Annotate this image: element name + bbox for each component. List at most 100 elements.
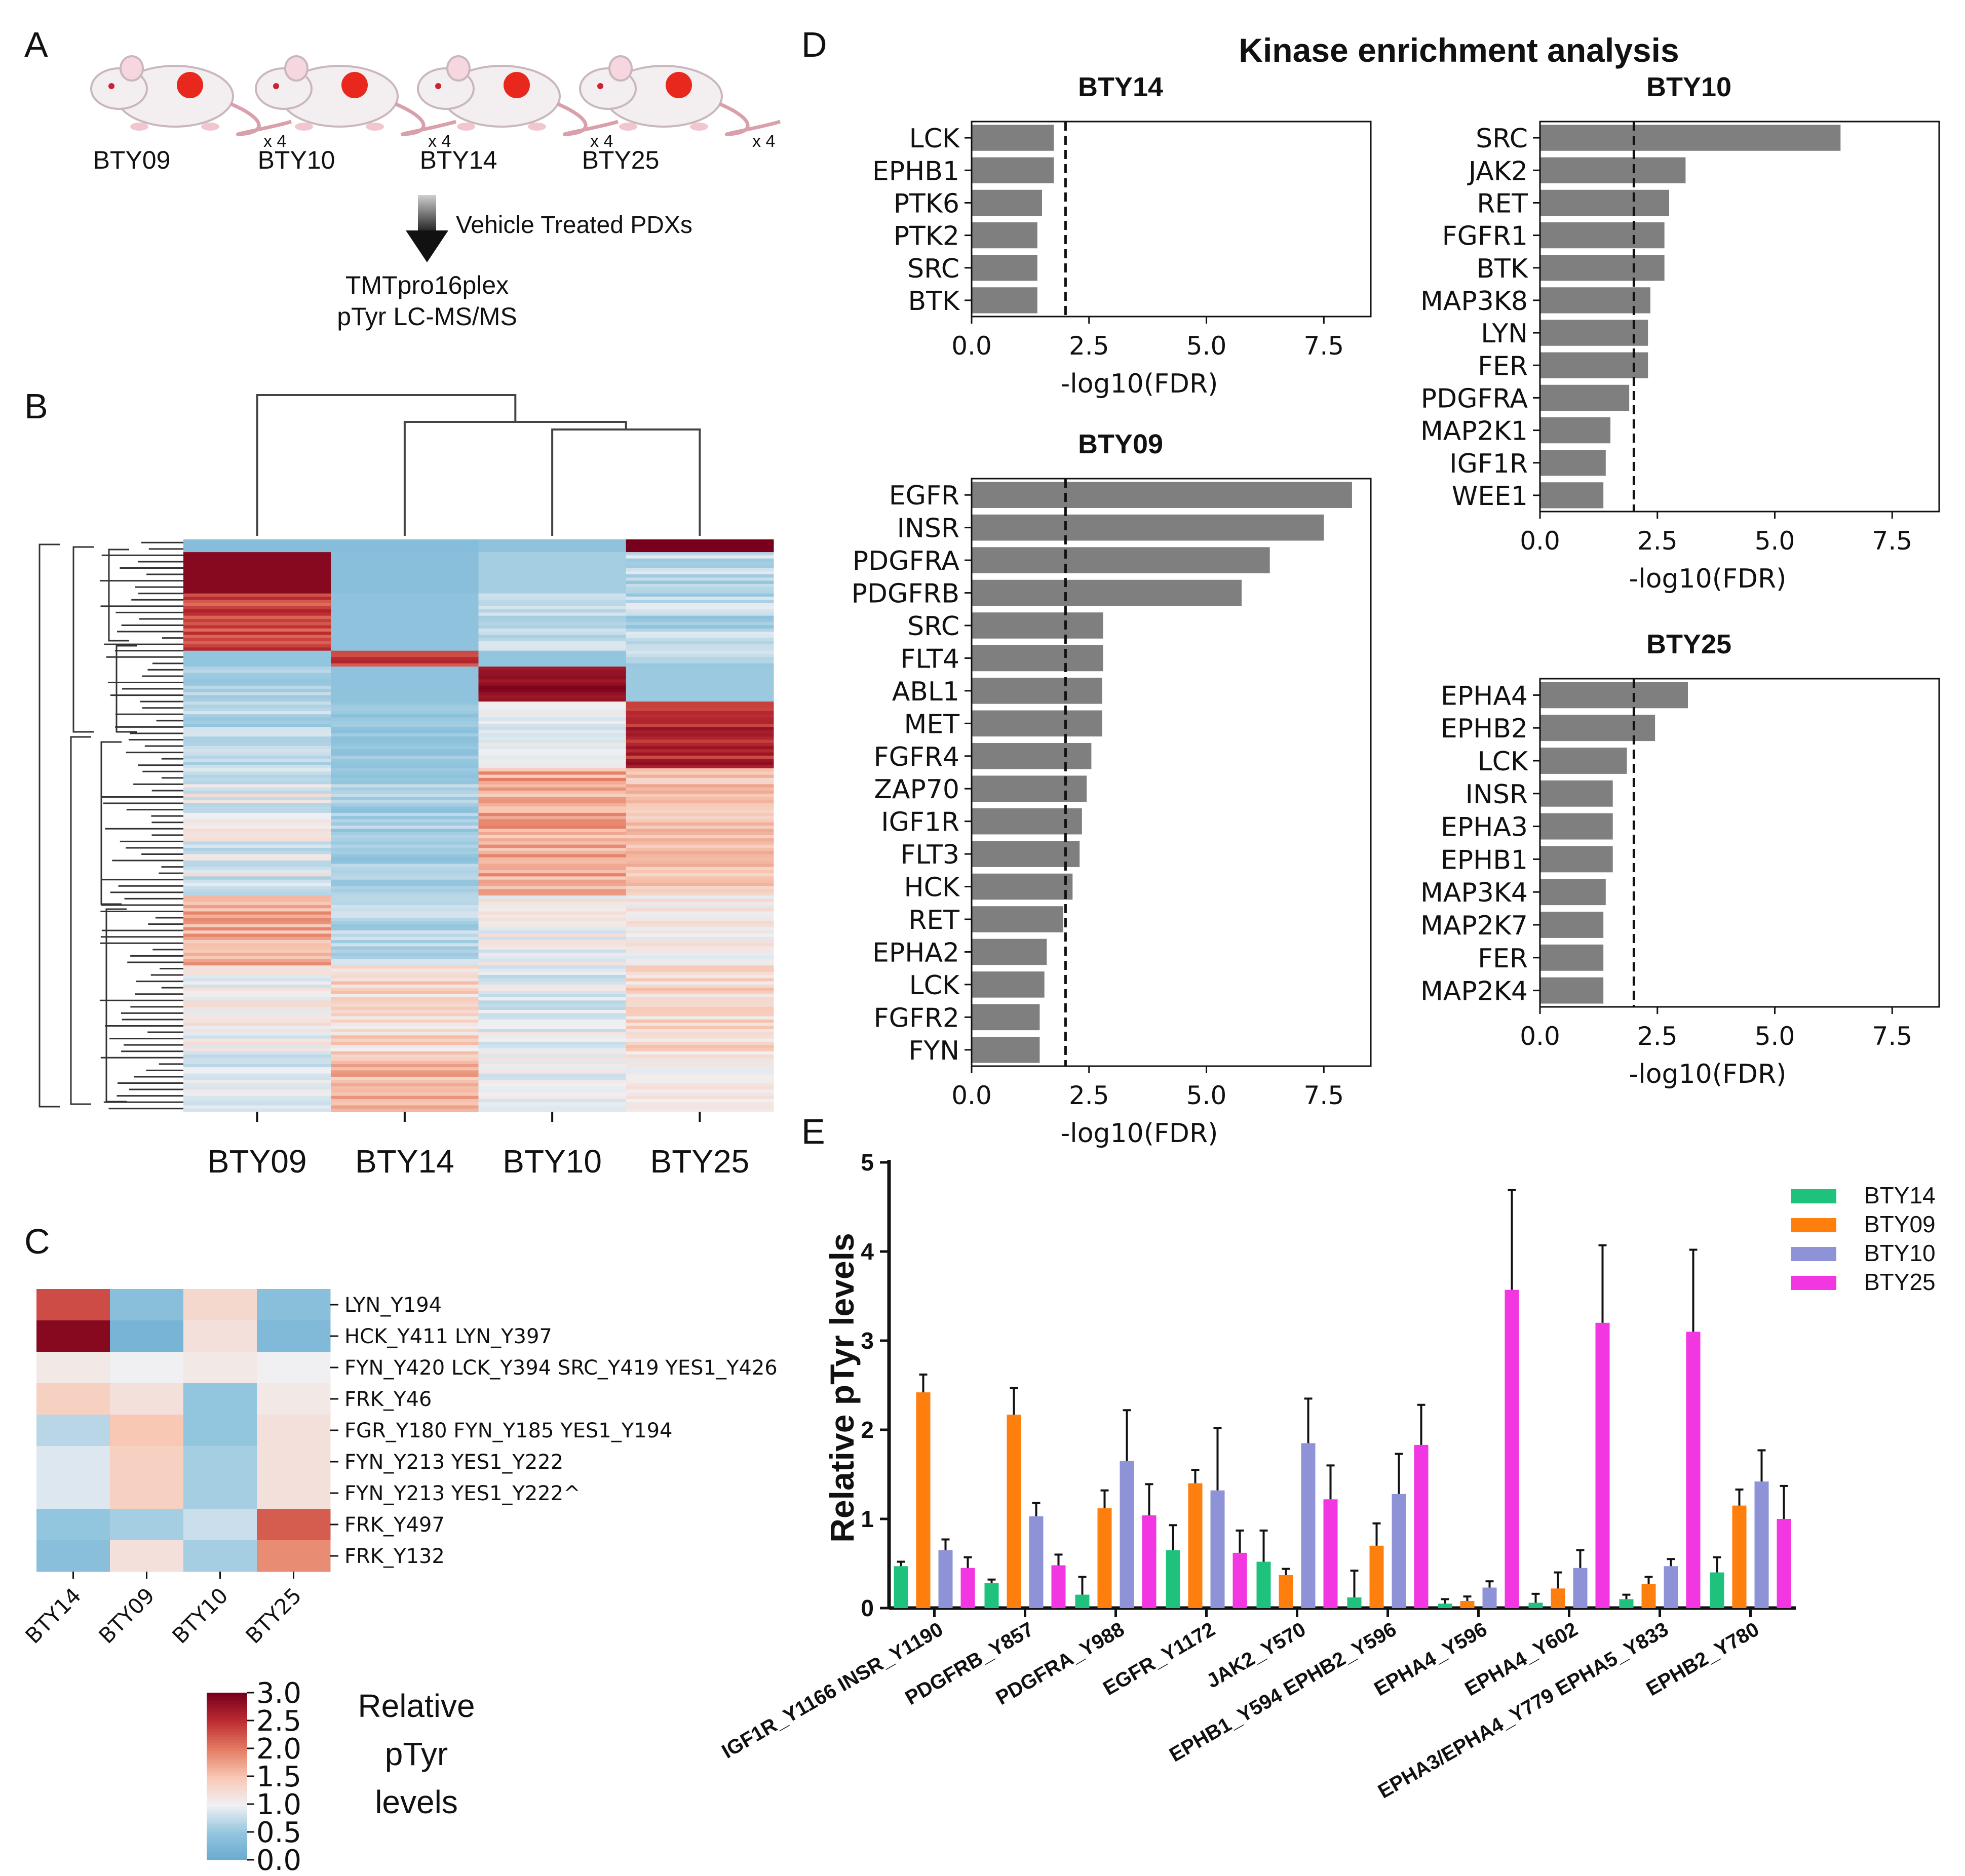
heatmap-cell [331,981,479,985]
colorbar-segment [207,1734,247,1738]
heatmap-cell [626,1058,774,1062]
heatmap-cell [478,857,627,861]
heatmap-cell [331,857,479,861]
heatmap-cell [331,940,479,944]
heatmap-cell [626,593,774,597]
heatmap-cell [626,886,774,890]
legend-label: BTY09 [1864,1211,1936,1237]
kea-bar [1540,846,1613,873]
mouse-label: BTY25 [582,146,660,174]
heatmap-cell [331,968,479,972]
heatmap-cell [626,1067,774,1071]
heatmap-cell [183,590,331,594]
heatmap-cell [183,892,331,896]
heatmap-cell [478,545,627,550]
kinase-label: PDGFRA [853,546,960,576]
heatmap-cell [331,943,479,947]
colorbar-segment [207,1776,247,1780]
heatmap-cell [331,1048,479,1052]
data-bar [1279,1575,1293,1608]
colorbar-segment [207,1754,247,1757]
heatmap-cell [331,946,479,950]
heatmap-cell [331,692,479,696]
kinase-label: EPHB1 [1441,845,1528,875]
heatmap-cell [331,832,479,836]
heatmap-cell [331,679,479,683]
kinase-label: FLT4 [900,644,959,674]
data-bar [1710,1572,1724,1608]
heatmap-cell [478,606,627,610]
colorbar-segment [207,1765,247,1769]
heatmap-cell [183,1102,331,1106]
heatmap-cell [331,730,479,734]
heatmap-cell [478,632,627,635]
heatmap-cell [626,577,774,581]
heatmap-cell [626,971,774,975]
heatmap-cell [478,561,627,565]
heatmap-cell [626,1013,774,1017]
mouse-foot [619,123,637,131]
column-label: BTY10 [503,1143,602,1180]
mouse-tail [718,102,781,136]
arrow-label: Vehicle Treated PDXs [456,212,692,239]
x-tick-label: 7.5 [1872,1022,1913,1051]
heatmap-cell [626,676,774,680]
x-tick-label: 2.5 [1069,331,1109,361]
heatmap-cell [331,663,479,667]
heatmap-cell [36,1320,110,1352]
y-axis-label: Relative pTyr levels [823,1233,861,1542]
mouse-ear [120,55,144,82]
colorbar-segment [207,1701,247,1704]
data-bar [1528,1603,1543,1608]
heatmap-cell [478,991,627,995]
heatmap-cell [183,635,331,639]
heatmap-cell [331,806,479,810]
heatmap-cell [183,1289,257,1321]
heatmap-cell [478,918,627,921]
kea-bar [972,612,1103,639]
heatmap-cell [626,988,774,991]
kinase-label: EGFR [889,481,959,511]
heatmap-cell [478,851,627,854]
colorbar-segment [207,1784,247,1788]
heatmap-cell [183,1032,331,1036]
heatmap-cell [626,806,774,810]
heatmap-cell [626,1102,774,1106]
heatmap-cell [183,650,331,654]
heatmap-cell [183,1058,331,1062]
heatmap-cell [331,654,479,657]
colorbar-segment [207,1832,247,1835]
kea-bar [1540,944,1604,971]
subplot-title: BTY14 [1078,72,1163,102]
heatmap-cell [183,692,331,696]
heatmap-cell [626,558,774,562]
heatmap-cell [331,905,479,909]
arrow-head [406,230,448,262]
kea-bar [972,710,1102,737]
heatmap-cell [183,545,331,550]
data-bar [1347,1597,1362,1608]
heatmap-cell [183,1320,257,1352]
heatmap-cell [183,561,331,565]
heatmap-cell [331,1096,479,1100]
kea-subplot: BTY10 SRCJAK2RETFGFR1BTKMAP3K8LYNFERPDGFR… [1420,72,1940,594]
heatmap-cell [626,1086,774,1090]
heatmap-cell [478,803,627,807]
heatmap-cell [626,568,774,572]
mouse-foot [528,123,546,131]
heatmap-cell [183,1045,331,1048]
heatmap-cell [183,1108,331,1112]
heatmap-cell [478,870,627,874]
colorbar-tick-label: 0.5 [256,1816,301,1849]
colorbar-segment [207,1793,247,1796]
heatmap-cell [183,826,331,829]
heatmap-cell [626,921,774,925]
heatmap-cell [626,829,774,833]
heatmap-cell [331,1099,479,1103]
heatmap-cell [478,698,627,702]
heatmap-cell [626,892,774,896]
heatmap-cell [478,749,627,753]
heatmap-cell [478,673,627,677]
colorbar-label: levels [375,1784,458,1820]
heatmap-cell [183,797,331,801]
